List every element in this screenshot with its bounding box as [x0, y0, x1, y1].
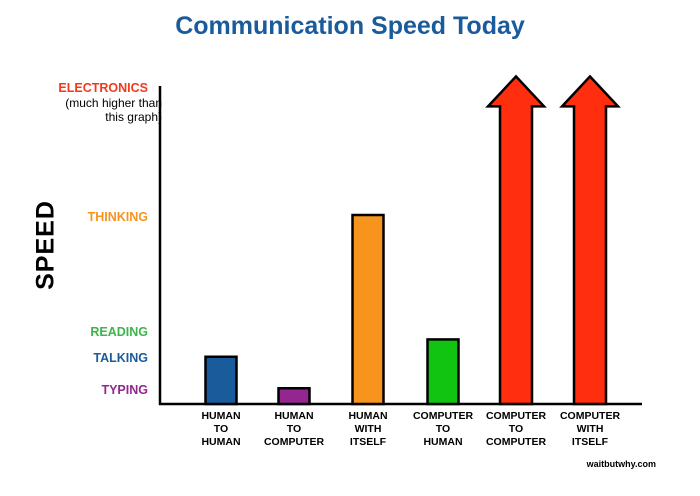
category-label-line: COMPUTER — [412, 410, 474, 422]
category-label-line: HUMAN — [423, 436, 463, 448]
category-label-computer-with-itself: COMPUTER WITH ITSELF — [545, 410, 635, 449]
category-label-human-to-human: HUMAN TO HUMAN — [176, 410, 266, 449]
category-label-line: ITSELF — [349, 436, 387, 448]
electronics-note-line-1: (much higher than — [65, 96, 162, 110]
category-label-line: WITH — [354, 423, 382, 435]
category-label-line: COMPUTER — [485, 436, 547, 448]
bar-human-to-computer — [277, 387, 311, 406]
level-label-electronics: ELECTRONICS — [58, 81, 148, 95]
bar-computer-to-human — [426, 338, 460, 406]
level-label-reading: READING — [90, 325, 148, 339]
category-label-line: HUMAN — [274, 410, 314, 422]
category-label-human-with-itself: HUMAN WITH ITSELF — [323, 410, 413, 449]
category-label-line: COMPUTER — [559, 410, 621, 422]
arrow-computer-to-computer — [485, 74, 547, 406]
category-label-line: COMPUTER — [263, 436, 325, 448]
level-label-typing: TYPING — [101, 383, 148, 397]
category-label-line: HUMAN — [201, 436, 241, 448]
arrow-computer-with-itself — [559, 74, 621, 406]
category-label-human-to-computer: HUMAN TO COMPUTER — [249, 410, 339, 449]
category-label-line: HUMAN — [348, 410, 388, 422]
category-label-line: ITSELF — [571, 436, 609, 448]
category-label-line: TO — [508, 423, 524, 435]
bar-human-with-itself — [351, 213, 385, 406]
bar-human-to-human — [204, 355, 238, 406]
level-label-talking: TALKING — [93, 351, 148, 365]
chart-title: Communication Speed Today — [175, 12, 525, 40]
category-label-computer-to-computer: COMPUTER TO COMPUTER — [471, 410, 561, 449]
category-label-line: TO — [286, 423, 302, 435]
category-label-computer-to-human: COMPUTER TO HUMAN — [398, 410, 488, 449]
electronics-note-line-2: this graph) — [105, 110, 162, 124]
category-label-line: WITH — [576, 423, 604, 435]
electronics-note: (much higher than this graph) — [65, 96, 162, 124]
category-label-line: COMPUTER — [485, 410, 547, 422]
category-label-line: TO — [435, 423, 451, 435]
level-label-thinking: THINKING — [87, 210, 148, 224]
category-label-line: TO — [213, 423, 229, 435]
source-credit: waitbutwhy.com — [586, 459, 656, 469]
category-label-line: HUMAN — [201, 410, 241, 422]
